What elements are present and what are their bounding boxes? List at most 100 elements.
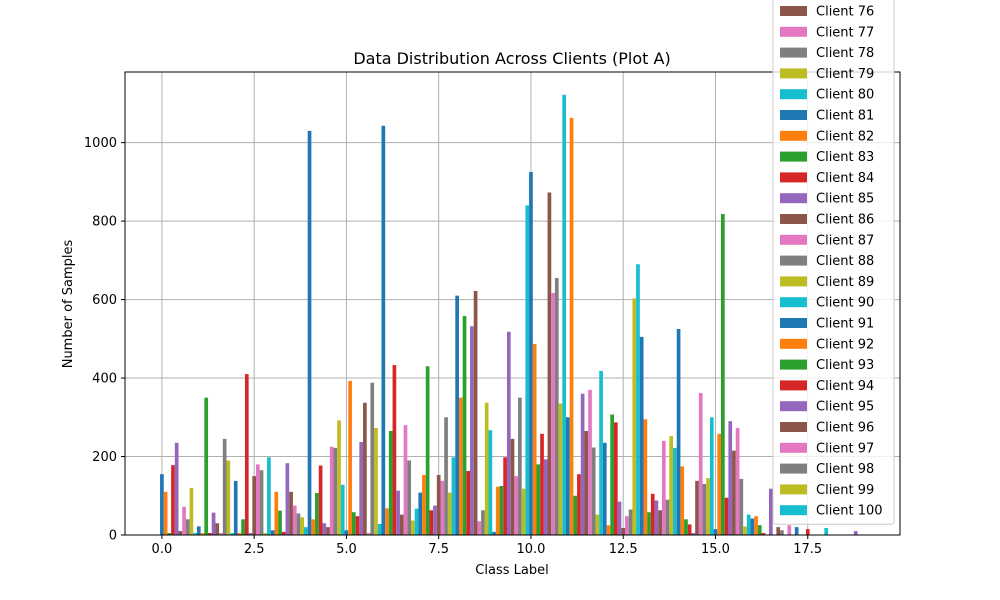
bar xyxy=(706,478,710,535)
bar xyxy=(174,442,179,535)
bar xyxy=(569,117,574,535)
bar xyxy=(717,433,722,535)
bar xyxy=(853,531,858,535)
bar xyxy=(270,530,275,535)
bar xyxy=(189,487,194,535)
plot-frame xyxy=(124,71,901,536)
bar xyxy=(687,524,692,535)
bar xyxy=(684,519,688,535)
legend-label: Client 94 xyxy=(816,379,874,394)
bar xyxy=(580,393,585,535)
bar xyxy=(414,508,419,535)
bar xyxy=(661,440,666,535)
bar xyxy=(558,403,563,535)
bar xyxy=(510,438,515,535)
bar xyxy=(525,205,530,535)
bar xyxy=(732,450,736,535)
legend-swatch xyxy=(780,484,807,495)
bar xyxy=(311,519,316,535)
bar xyxy=(787,525,792,535)
legend-swatch xyxy=(780,193,807,204)
legend-swatch xyxy=(780,442,807,453)
bar xyxy=(599,370,603,535)
bar xyxy=(610,414,614,535)
bar xyxy=(222,438,227,535)
x-tick-label: 0.0 xyxy=(152,542,173,557)
y-tick-label: 0 xyxy=(109,529,117,544)
bar xyxy=(621,527,626,535)
bar xyxy=(436,474,441,535)
legend-swatch xyxy=(780,463,807,474)
bar xyxy=(591,447,596,535)
bar xyxy=(355,516,360,535)
bar xyxy=(514,476,519,535)
legend-swatch xyxy=(780,505,807,516)
legend-swatch xyxy=(780,276,807,287)
legend-label: Client 98 xyxy=(816,462,874,477)
bar xyxy=(303,527,308,535)
bar xyxy=(281,531,286,535)
x-tick-label: 2.5 xyxy=(244,542,265,557)
bar xyxy=(776,527,781,535)
bar xyxy=(492,531,496,535)
bar xyxy=(326,527,330,535)
bar xyxy=(363,402,367,535)
legend-label: Client 93 xyxy=(816,358,874,373)
bar xyxy=(746,514,751,535)
bar xyxy=(529,172,533,535)
legend-label: Client 76 xyxy=(816,5,874,20)
bar xyxy=(518,397,522,535)
bar xyxy=(444,417,448,535)
bar xyxy=(370,382,375,535)
legend-swatch xyxy=(780,380,807,391)
bar xyxy=(495,486,500,535)
x-tick-label: 17.5 xyxy=(793,542,822,557)
x-axis-label: Class Label xyxy=(475,563,548,578)
bar xyxy=(665,499,670,535)
y-tick-label: 400 xyxy=(92,372,117,387)
axis-ticks: 0.0 2.5 5.0 7.5 10.0 12.5 15.0 17.5 0 200 400 600 80… xyxy=(84,136,822,557)
legend-swatch xyxy=(780,234,807,245)
legend-swatch xyxy=(780,110,807,120)
bar xyxy=(374,427,378,535)
bar xyxy=(196,526,201,535)
bar xyxy=(340,484,345,535)
bar xyxy=(200,533,205,535)
legend-label: Client 87 xyxy=(816,233,874,248)
legend-label: Client 97 xyxy=(816,441,874,456)
bar xyxy=(562,94,567,535)
bar xyxy=(455,295,459,535)
bar xyxy=(447,492,452,535)
bar xyxy=(337,420,341,535)
legend-label: Client 79 xyxy=(816,67,874,82)
legend-label: Client 80 xyxy=(816,88,874,103)
bar xyxy=(602,442,607,535)
bar xyxy=(318,465,323,535)
bar xyxy=(628,509,633,535)
bar xyxy=(167,533,172,535)
bar xyxy=(392,365,397,535)
bar xyxy=(259,470,264,535)
bar xyxy=(713,529,718,535)
bar xyxy=(241,519,245,535)
legend-swatch xyxy=(780,6,807,16)
bar xyxy=(381,125,386,536)
bar xyxy=(643,419,648,535)
x-tick-label: 5.0 xyxy=(336,542,357,557)
bar xyxy=(208,533,212,535)
legend-label: Client 89 xyxy=(816,275,874,290)
legend-swatch xyxy=(780,359,807,370)
bar xyxy=(673,447,677,535)
bar xyxy=(488,430,493,535)
bar xyxy=(418,492,423,535)
bar xyxy=(551,292,555,535)
bar xyxy=(606,525,611,535)
legend-label: Client 99 xyxy=(816,483,874,498)
bar xyxy=(329,446,334,535)
bar xyxy=(477,521,482,535)
x-tick-label: 12.5 xyxy=(609,542,638,557)
bar xyxy=(695,480,699,535)
bar xyxy=(178,531,183,535)
bar xyxy=(211,512,216,535)
bar xyxy=(289,491,293,535)
